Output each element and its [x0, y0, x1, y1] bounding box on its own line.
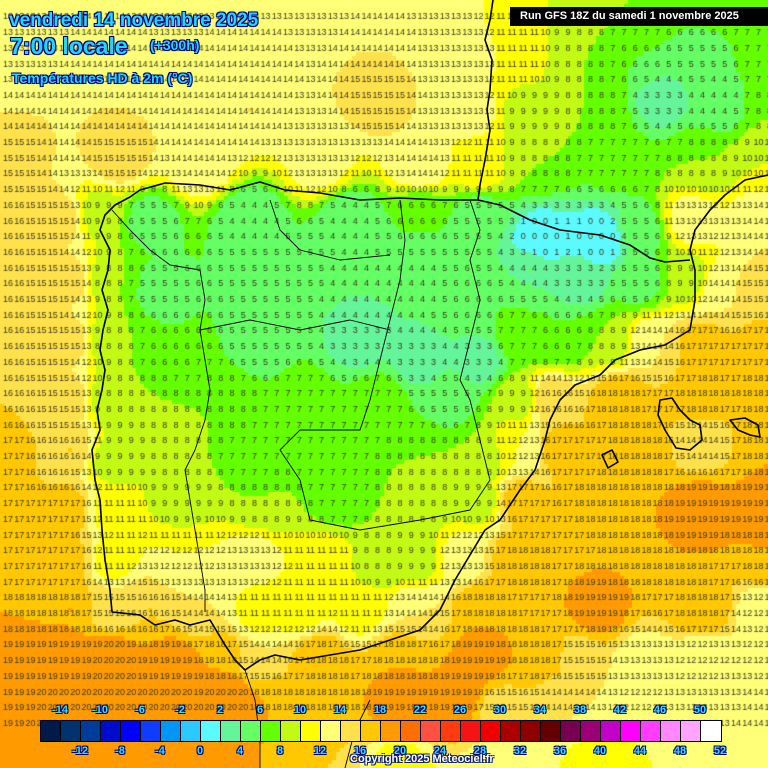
legend-swatch [341, 721, 361, 741]
map-variable-title: Températures HD à 2m (°C) [12, 70, 193, 86]
legend-label-top: 6 [256, 704, 264, 716]
legend-swatch [461, 721, 481, 741]
coastline [111, 174, 768, 671]
legend-swatch [421, 721, 441, 741]
legend-label-top: -6 [135, 704, 145, 716]
coastline [91, 181, 478, 613]
legend-swatch [501, 721, 521, 741]
legend-label-bottom: 52 [713, 745, 727, 757]
legend-label-top: 10 [293, 704, 307, 716]
legend-swatch [61, 721, 81, 741]
legend-swatch [101, 721, 121, 741]
legend-label-bottom: 20 [393, 745, 407, 757]
legend-swatch [261, 721, 281, 741]
color-scale-legend [40, 720, 722, 742]
legend-label-top: 22 [413, 704, 427, 716]
legend-swatch [641, 721, 661, 741]
legend-swatch [141, 721, 161, 741]
legend-label-top: 46 [653, 704, 667, 716]
legend-swatch [521, 721, 541, 741]
region-border [244, 669, 261, 768]
legend-label-bottom: 32 [513, 745, 527, 757]
legend-label-bottom: 12 [313, 745, 327, 757]
legend-swatch [381, 721, 401, 741]
legend-swatch [621, 721, 641, 741]
legend-label-bottom: -8 [115, 745, 125, 757]
legend-label-top: 2 [216, 704, 224, 716]
region-border [199, 319, 391, 331]
legend-swatch [681, 721, 701, 741]
legend-label-bottom: 36 [553, 745, 567, 757]
legend-label-bottom: 24 [433, 745, 447, 757]
legend-swatch [121, 721, 141, 741]
legend-swatch [401, 721, 421, 741]
legend-swatch [581, 721, 601, 741]
legend-label-bottom: 28 [473, 745, 487, 757]
copyright-notice: Copyright 2025 Meteociel.fr [350, 753, 494, 765]
legend-label-top: 26 [453, 704, 467, 716]
forecast-date: vendredi 14 novembre 2025 [9, 10, 259, 31]
legend-swatch [701, 721, 721, 741]
legend-swatch [201, 721, 221, 741]
legend-swatch [181, 721, 201, 741]
legend-label-top: 18 [373, 704, 387, 716]
legend-swatch [541, 721, 561, 741]
legend-swatch [81, 721, 101, 741]
legend-label-bottom: -12 [72, 745, 88, 757]
legend-label-bottom: 48 [673, 745, 687, 757]
region-border [279, 199, 491, 531]
legend-label-top: -10 [92, 704, 108, 716]
legend-label-bottom: 4 [236, 745, 244, 757]
island-coastline [601, 449, 619, 469]
legend-label-top: 30 [493, 704, 507, 716]
model-run-label: Run GFS 18Z du samedi 1 novembre 2025 [510, 7, 768, 26]
forecast-hour-offset: (+300h) [150, 37, 200, 53]
legend-swatch [321, 721, 341, 741]
legend-swatch [481, 721, 501, 741]
legend-swatch [561, 721, 581, 741]
legend-swatch [661, 721, 681, 741]
legend-label-bottom: 16 [353, 745, 367, 757]
island-coastline [729, 417, 761, 438]
legend-label-top: -14 [52, 704, 68, 716]
legend-label-bottom: 44 [633, 745, 647, 757]
legend-label-top: 42 [613, 704, 627, 716]
legend-swatch [441, 721, 461, 741]
legend-swatch [241, 721, 261, 741]
legend-swatch [601, 721, 621, 741]
legend-label-top: 34 [533, 704, 547, 716]
legend-label-top: -2 [175, 704, 185, 716]
region-border [111, 209, 211, 612]
legend-label-top: 50 [693, 704, 707, 716]
region-border [269, 199, 391, 261]
legend-label-top: 38 [573, 704, 587, 716]
legend-label-bottom: -4 [155, 745, 165, 757]
legend-swatch [161, 721, 181, 741]
legend-swatch [361, 721, 381, 741]
coastline [477, 0, 494, 201]
legend-swatch [41, 721, 61, 741]
legend-label-bottom: 0 [196, 745, 204, 757]
legend-swatch [221, 721, 241, 741]
legend-swatch [301, 721, 321, 741]
legend-label-top: 14 [333, 704, 347, 716]
forecast-local-time: 7:00 locale [10, 33, 128, 59]
legend-label-bottom: 40 [593, 745, 607, 757]
coastline [477, 199, 691, 263]
legend-label-bottom: 8 [276, 745, 284, 757]
island-coastline [657, 397, 703, 451]
legend-swatch [281, 721, 301, 741]
